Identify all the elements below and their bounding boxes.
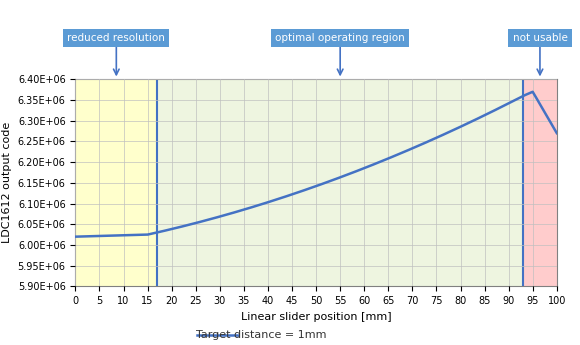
Text: not usable: not usable [513,33,567,43]
X-axis label: Linear slider position [mm]: Linear slider position [mm] [241,312,392,322]
Bar [523,79,557,286]
Bar [75,79,157,286]
Bar [157,79,523,286]
Y-axis label: LDC1612 output code: LDC1612 output code [2,122,12,244]
Text: optimal operating region: optimal operating region [276,33,405,43]
Text: reduced resolution: reduced resolution [67,33,165,43]
Text: Target distance = 1mm: Target distance = 1mm [196,330,326,339]
